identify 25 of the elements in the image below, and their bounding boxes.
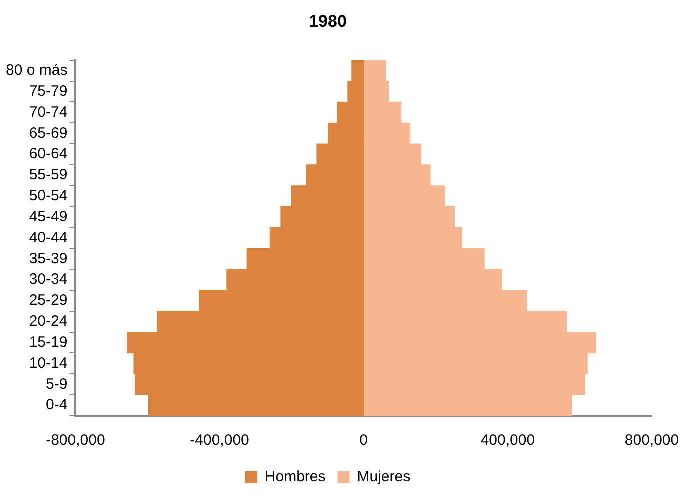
legend-label: Mujeres: [357, 468, 411, 486]
x-tick-label: -800,000: [46, 432, 106, 450]
chart-title: 1980: [309, 12, 347, 31]
y-tick-label: 0-4: [46, 396, 68, 414]
y-tick-label: 70-74: [29, 104, 68, 121]
y-tick-label: 35-39: [29, 250, 68, 268]
y-tick-label: 40-44: [29, 229, 68, 246]
y-tick-label: 15-19: [29, 334, 68, 351]
legend-label: Hombres: [264, 468, 326, 486]
y-tick-label: 55-59: [29, 166, 68, 184]
x-tick-label: 400,000: [480, 432, 536, 450]
y-tick-label: 5-9: [46, 376, 68, 393]
x-tick-label: 0: [360, 432, 368, 450]
y-tick-label: 25-29: [29, 292, 68, 310]
y-tick-label: 30-34: [29, 271, 68, 288]
y-tick-label: 75-79: [29, 82, 68, 100]
y-tick-label: 45-49: [29, 208, 68, 226]
x-tick-label: -400,000: [190, 432, 250, 450]
y-tick-label: 50-54: [29, 188, 68, 205]
y-tick-label: 20-24: [29, 313, 68, 330]
y-tick-label: 60-64: [29, 146, 68, 163]
y-tick-label: 10-14: [29, 354, 68, 372]
y-tick-label: 65-69: [29, 124, 68, 142]
y-tick-label: 80 o más: [6, 62, 68, 79]
x-tick-label: 800,000: [624, 432, 680, 450]
